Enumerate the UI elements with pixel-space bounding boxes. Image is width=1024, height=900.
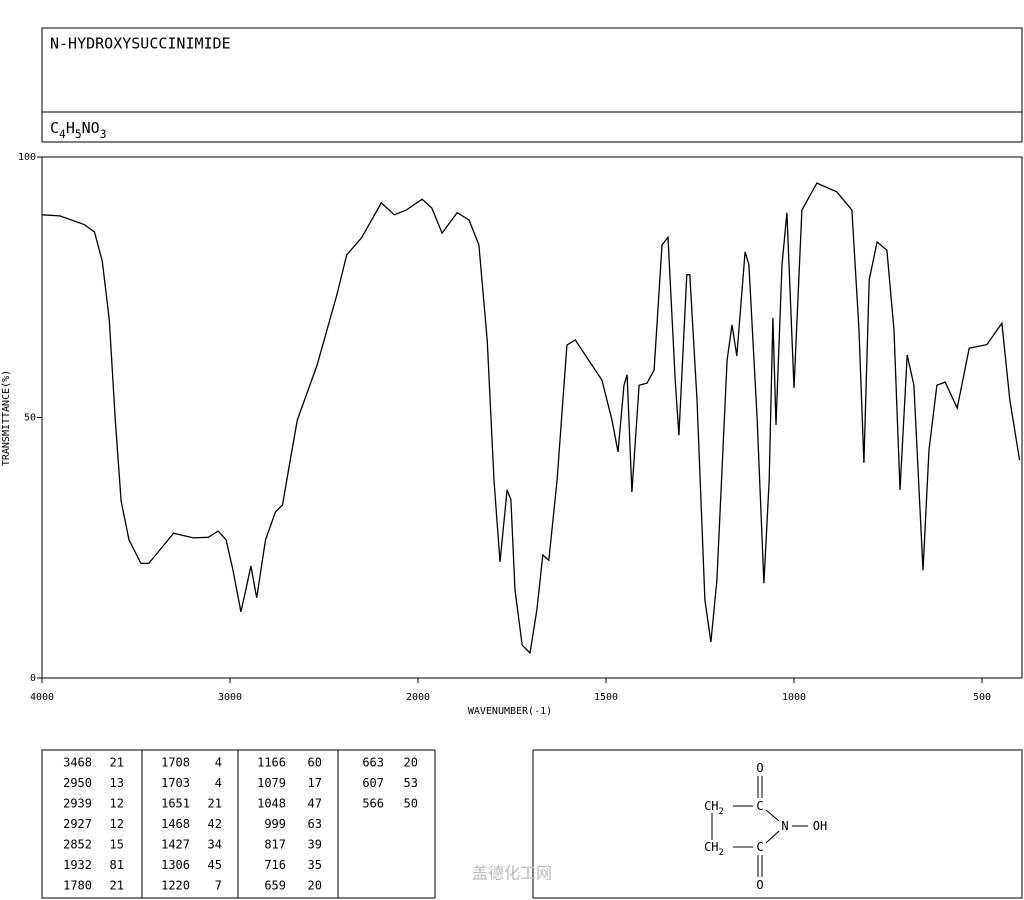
peak-wavenumber: 1651 [161,797,190,811]
peak-transmittance: 63 [308,817,322,831]
peak-wavenumber: 607 [362,776,384,790]
plot-frame [41,156,1023,679]
peak-transmittance: 50 [404,797,418,811]
peak-transmittance: 15 [110,838,124,852]
atom-label: C [756,799,763,813]
structure-bonds [711,776,808,877]
peak-transmittance: 53 [404,776,418,790]
peak-wavenumber: 1427 [161,838,190,852]
peak-wavenumber: 2950 [63,776,92,790]
structure-box [532,749,1023,899]
peak-wavenumber: 3468 [63,756,92,770]
peak-transmittance: 12 [110,797,124,811]
x-tick-label: 1500 [594,692,618,703]
peak-transmittance: 42 [208,817,222,831]
y-tick-label: 100 [18,152,36,163]
peak-transmittance: 20 [404,756,418,770]
peak-wavenumber: 1932 [63,858,92,872]
peak-transmittance: 20 [308,879,322,893]
x-axis-label: WAVENUMBER(-1) [468,706,552,717]
atom-label: O [756,878,763,892]
peak-wavenumber: 1708 [161,756,190,770]
peak-transmittance: 21 [110,756,124,770]
peak-wavenumber: 1780 [63,879,92,893]
atom-label: CH2 [704,840,724,858]
atom-label: OH [813,819,827,833]
peak-wavenumber: 999 [264,817,286,831]
peak-transmittance: 21 [208,797,222,811]
peak-wavenumber: 1166 [257,756,286,770]
peak-transmittance: 17 [308,776,322,790]
peak-wavenumber: 716 [264,858,286,872]
peak-transmittance: 60 [308,756,322,770]
peak-transmittance: 13 [110,776,124,790]
x-tick-label: 2000 [406,692,430,703]
peak-wavenumber: 817 [264,838,286,852]
peak-wavenumber: 1079 [257,776,286,790]
peak-transmittance: 47 [308,797,322,811]
peak-transmittance: 21 [110,879,124,893]
peak-wavenumber: 1306 [161,858,190,872]
y-tick-label: 0 [30,673,36,684]
spectrum-line [41,182,1021,655]
atom-label: N [781,819,788,833]
formula-box [41,111,1023,143]
y-tick-label: 50 [24,413,36,424]
x-tick-label: 4000 [30,692,54,703]
peak-transmittance: 39 [308,838,322,852]
peak-transmittance: 4 [215,756,222,770]
formula: C4H5NO3 [50,119,106,141]
x-tick-label: 3000 [218,692,242,703]
peak-wavenumber: 1468 [161,817,190,831]
peak-transmittance: 35 [308,858,322,872]
peak-transmittance: 34 [208,838,222,852]
peak-wavenumber: 2939 [63,797,92,811]
peak-wavenumber: 2852 [63,838,92,852]
x-tick-label: 500 [973,692,991,703]
x-tick-label: 1000 [782,692,806,703]
peak-wavenumber: 663 [362,756,384,770]
peak-wavenumber: 1220 [161,879,190,893]
peak-transmittance: 12 [110,817,124,831]
peak-transmittance: 81 [110,858,124,872]
atom-label: C [756,840,763,854]
y-axis-label: TRANSMITTANCE(%) [1,370,12,466]
peak-wavenumber: 566 [362,797,384,811]
peak-wavenumber: 1048 [257,797,286,811]
peak-wavenumber: 2927 [63,817,92,831]
peak-transmittance: 4 [215,776,222,790]
peak-wavenumber: 659 [264,879,286,893]
peak-wavenumber: 1703 [161,776,190,790]
compound-name: N-HYDROXYSUCCINIMIDE [50,35,231,53]
atom-label: CH2 [704,799,724,817]
watermark: 盖德化工网 [472,864,552,883]
peak-transmittance: 45 [208,858,222,872]
peak-transmittance: 7 [215,879,222,893]
atom-label: O [756,761,763,775]
